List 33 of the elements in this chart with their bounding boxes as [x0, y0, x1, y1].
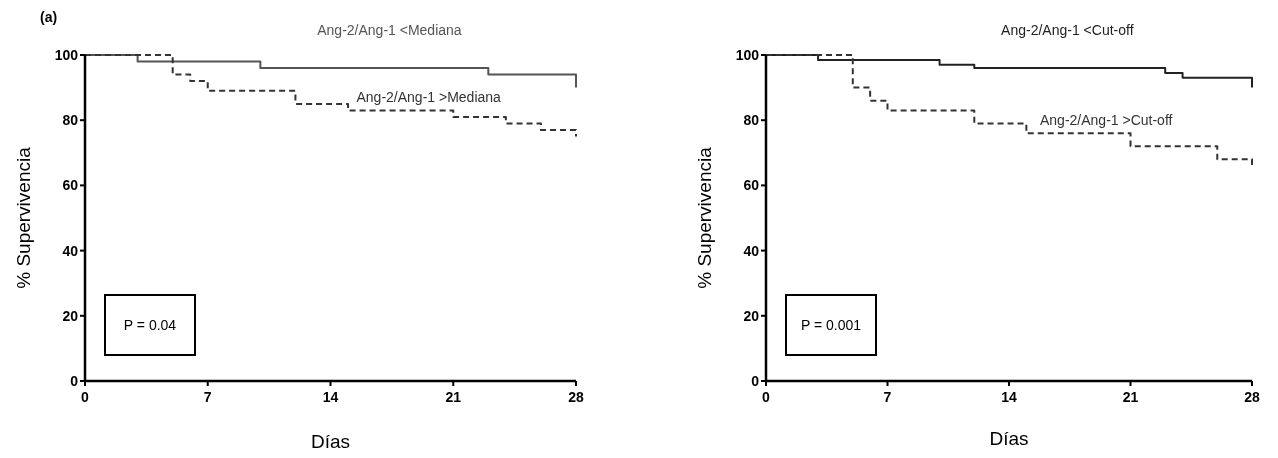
y-tick-label: 20 [62, 307, 79, 324]
y-tick-label: 100 [54, 46, 79, 63]
series-label: Ang-2/Ang-1 >Mediana [356, 89, 502, 106]
y-tick-label: 40 [743, 242, 760, 259]
x-tick-label: 28 [568, 389, 584, 405]
y-tick-label: 60 [62, 177, 79, 194]
y-axis-title: % Supervivencia [13, 146, 34, 289]
y-tick-label: 0 [751, 372, 760, 389]
x-tick-label: 21 [445, 389, 462, 405]
chart-title: (a) [40, 9, 58, 25]
y-tick-label: 0 [70, 372, 79, 389]
text: Ang-2/Ang-1 <Mediana [317, 22, 462, 38]
x-tick-label: 14 [1001, 389, 1017, 405]
y-tick-label: 20 [743, 307, 760, 324]
y-tick-label: 40 [62, 242, 79, 259]
x-axis-title: Días [310, 431, 351, 452]
x-tick-label: 21 [1122, 389, 1139, 405]
annotation: P = 0.001 [800, 316, 862, 333]
y-tick-label: 80 [62, 112, 79, 129]
x-tick-label: 14 [322, 389, 339, 405]
x-axis-title: Días [989, 428, 1029, 449]
y-axis-title: % Supervivencia [694, 146, 715, 289]
x-tick-label: 0 [762, 389, 771, 405]
x-tick-label: 28 [1244, 389, 1260, 405]
y-tick-label: 100 [735, 46, 760, 63]
x-tick-label: 7 [203, 389, 212, 405]
y-tick-label: 80 [743, 112, 760, 129]
annotation: P = 0.04 [123, 316, 177, 333]
x-tick-label: 0 [81, 389, 90, 405]
x-tick-label: 7 [883, 389, 892, 405]
text: Ang-2/Ang-1 <Cut-off [1001, 22, 1134, 38]
series-label: Ang-2/Ang-1 >Cut-off [1039, 112, 1173, 129]
y-tick-label: 60 [743, 177, 760, 194]
